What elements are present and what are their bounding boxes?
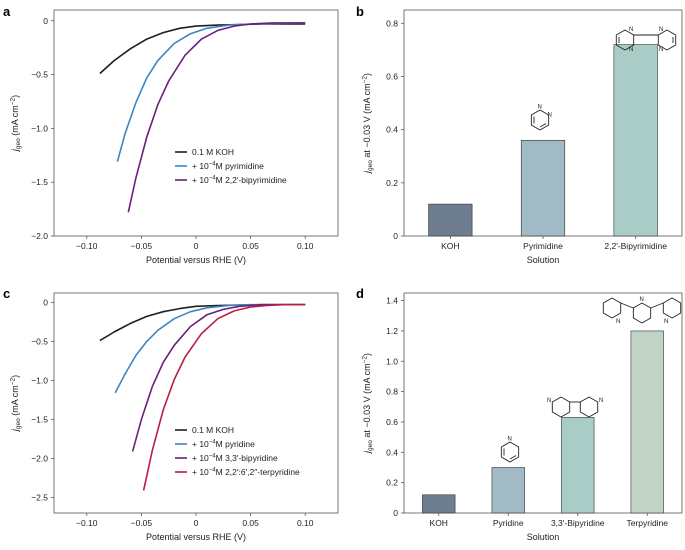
svg-text:N: N xyxy=(659,47,663,53)
x-axis-label: Potential versus RHE (V) xyxy=(146,255,246,265)
x-axis-label: Solution xyxy=(527,255,560,265)
plot-frame xyxy=(53,292,339,514)
panel-d: 0 0.2 0.4 0.6 0.8 1.0 1.2 1.4 KOH Pyridine 3,3′-Bi… xyxy=(362,292,683,542)
x-tick-label-0: −0.10 xyxy=(76,518,98,528)
plot-frame xyxy=(403,292,683,514)
y-tick-label-2: 0.4 xyxy=(386,447,398,457)
x-tick-label-pyridine: Pyridine xyxy=(493,518,524,528)
x-tick-label-terpyridine: Terpyridine xyxy=(626,518,668,528)
svg-text:N: N xyxy=(664,319,668,325)
x-tick-label-0: −0.10 xyxy=(76,241,98,251)
x-tick-label-koh: KOH xyxy=(430,518,448,528)
bar-pyrimidine xyxy=(520,139,566,237)
bipyridine-structure-icon: N N xyxy=(547,396,603,418)
y-tick-label-4: −2.0 xyxy=(31,231,48,241)
x-tick-label-4: 0.10 xyxy=(297,241,314,251)
panel-c: −0.10 −0.05 0 0.05 0.10 0 −0.5 −1.0 −1.5 −2.0 −2.5… xyxy=(10,292,339,542)
x-tick-label-1: −0.05 xyxy=(131,518,153,528)
svg-text:N: N xyxy=(548,113,552,119)
x-tick-label-2: 0 xyxy=(194,518,199,528)
y-tick-label-1: −0.5 xyxy=(31,336,48,346)
bar-2-2-bipyrimidine xyxy=(613,44,658,237)
svg-text:N: N xyxy=(538,105,542,111)
svg-text:N: N xyxy=(640,297,644,303)
pyrimidine-structure-icon: N N xyxy=(530,105,552,131)
legend-label-2: + 10−4M 2,2′-bipyrimidine xyxy=(192,175,287,185)
x-tick-label-2-2-bipyrimidine: 2,2′-Bipyrimidine xyxy=(604,241,667,251)
bar-terpyridine xyxy=(630,330,664,514)
x-tick-label-4: 0.10 xyxy=(297,518,314,528)
series-line-0-1-m-koh xyxy=(99,23,306,75)
legend-label-2: + 10−4M 3,3′-bipyridine xyxy=(192,453,278,463)
y-tick-label-1: 0.2 xyxy=(386,478,398,488)
y-axis-label: jgeo at −0.03 V (mA cm−2) xyxy=(362,353,375,454)
pyridine-structure-icon: N xyxy=(500,437,520,463)
panel-letter-d: d xyxy=(356,286,364,301)
panel-letter-a: a xyxy=(3,4,11,19)
bar-pyridine xyxy=(491,467,525,514)
y-axis-label: jgeo (mA cm−2) xyxy=(10,375,23,432)
y-tick-label-4: −2.0 xyxy=(31,453,48,463)
panel-b: 0 0.2 0.4 0.6 0.8 KOH Pyrimidine 2,2′-Bipyrimid… xyxy=(362,9,683,265)
y-tick-label-4: 0.8 xyxy=(386,387,398,397)
bar-koh xyxy=(428,203,473,237)
y-axis-label: jgeo at −0.03 V (mA cm−2) xyxy=(362,73,375,174)
y-tick-label-2: 0.4 xyxy=(386,125,398,135)
x-axis-label: Potential versus RHE (V) xyxy=(146,532,246,542)
panel-letter-c: c xyxy=(3,286,10,301)
y-tick-label-0: 0 xyxy=(43,297,48,307)
terpyridine-structure-icon: N N N xyxy=(602,297,682,325)
y-tick-label-0: 0 xyxy=(393,231,398,241)
x-tick-label-3: 0.05 xyxy=(242,518,259,528)
x-tick-label-3-3-bipyridine: 3,3′-Bipyridine xyxy=(551,518,605,528)
legend-label-0: 0.1 M KOH xyxy=(192,425,234,435)
x-tick-label-koh: KOH xyxy=(441,241,459,251)
x-axis-label: Solution xyxy=(527,532,560,542)
svg-text:N: N xyxy=(629,47,633,53)
y-tick-label-3: 0.6 xyxy=(386,417,398,427)
svg-text:N: N xyxy=(629,27,633,33)
x-tick-label-3: 0.05 xyxy=(242,241,259,251)
panel-letter-b: b xyxy=(356,4,364,19)
y-tick-label-6: 1.2 xyxy=(386,326,398,336)
legend-label-0: 0.1 M KOH xyxy=(192,147,234,157)
y-tick-label-1: 0.2 xyxy=(386,178,398,188)
y-tick-label-0: 0 xyxy=(393,508,398,518)
y-tick-label-5: −2.5 xyxy=(31,492,48,502)
legend-label-3: + 10−4M 2,2′:6′,2″-terpyridine xyxy=(192,467,300,477)
y-tick-label-3: −1.5 xyxy=(31,414,48,424)
bar-3-3-bipyridine xyxy=(561,417,595,514)
series-line-10-m-2-2-6-2-terpyridine xyxy=(142,303,306,491)
series-line-0-1-m-koh xyxy=(99,303,306,342)
svg-text:N: N xyxy=(616,319,620,325)
y-tick-label-4: 0.8 xyxy=(386,18,398,28)
svg-text:N: N xyxy=(659,27,663,33)
legend-label-1: + 10−4M pyridine xyxy=(192,439,255,449)
svg-text:N: N xyxy=(547,398,551,404)
y-tick-label-1: −0.5 xyxy=(31,70,48,80)
y-tick-label-3: −1.5 xyxy=(31,177,48,187)
panel-a: −0.10 −0.05 0 0.05 0.10 0 −0.5 −1.0 −1.5 −2.0 Pote… xyxy=(10,9,339,265)
x-tick-label-pyrimidine: Pyrimidine xyxy=(523,241,563,251)
legend-label-1: + 10−4M pyrimidine xyxy=(192,161,264,171)
y-tick-label-7: 1.4 xyxy=(386,296,398,306)
x-tick-label-2: 0 xyxy=(194,241,199,251)
y-tick-label-0: 0 xyxy=(43,16,48,26)
bar-koh xyxy=(422,494,456,514)
series-line-10-m-3-3-bipyridine xyxy=(131,303,306,452)
y-tick-label-2: −1.0 xyxy=(31,123,48,133)
svg-text:N: N xyxy=(599,398,603,404)
svg-text:N: N xyxy=(508,437,512,443)
y-axis-label: jgeo (mA cm−2) xyxy=(10,95,23,152)
bipyrimidine-structure-icon: N N N N xyxy=(615,27,677,53)
x-tick-label-1: −0.05 xyxy=(131,241,153,251)
y-tick-label-5: 1.0 xyxy=(386,356,398,366)
series-line-10-m-2-2-bipyrimidine xyxy=(127,22,306,213)
y-tick-label-2: −1.0 xyxy=(31,375,48,385)
y-tick-label-3: 0.6 xyxy=(386,71,398,81)
